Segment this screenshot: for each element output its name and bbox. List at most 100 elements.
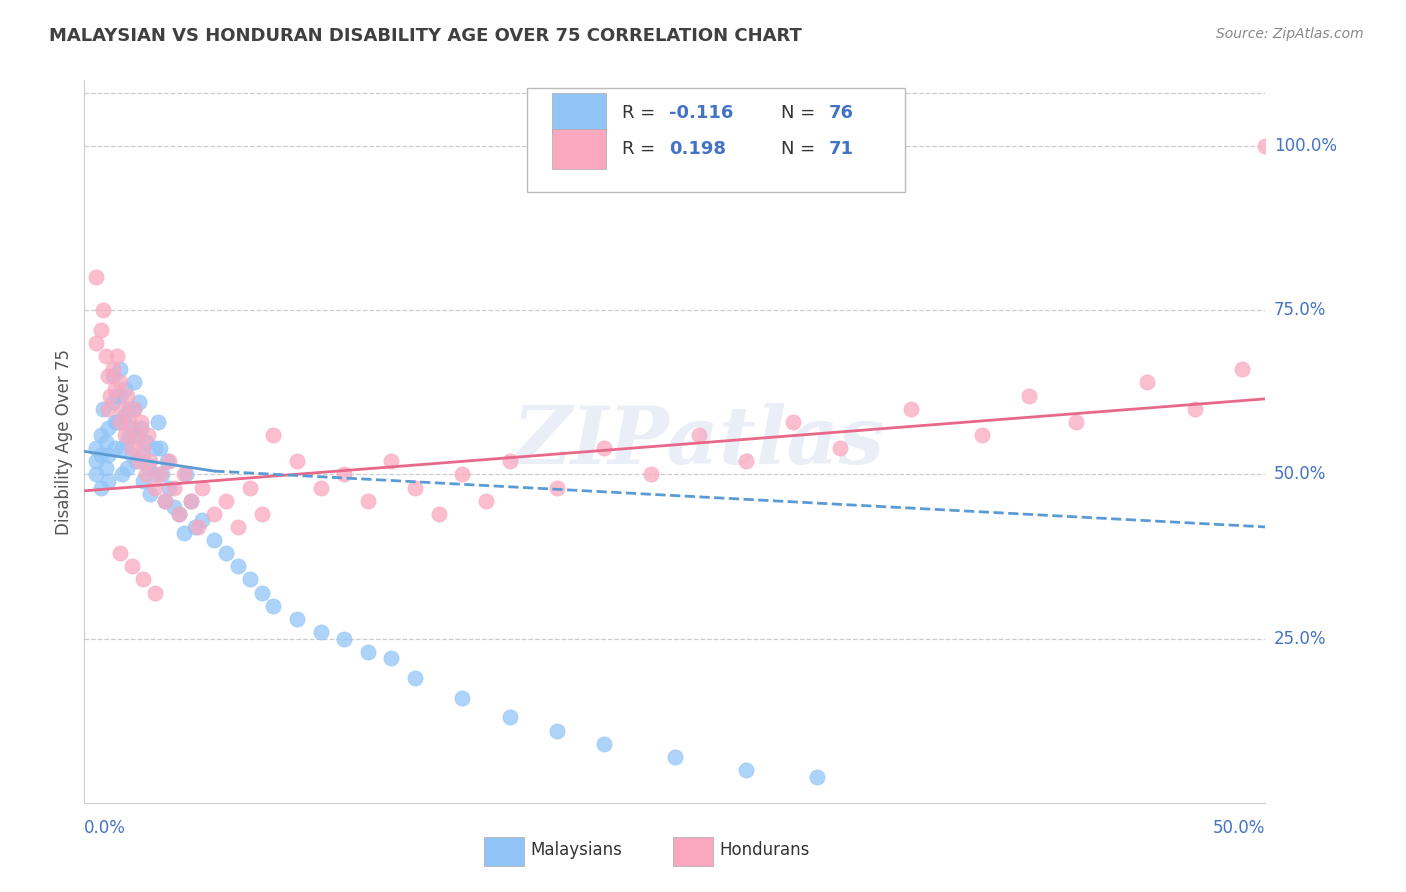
Point (97, 421, 120, 435)
Point (125, 454, 148, 468)
Point (90, 428, 112, 442)
Point (191, 513, 214, 527)
Point (226, 520, 249, 534)
Point (143, 441, 166, 455)
Point (180, 493, 202, 508)
Point (593, 441, 616, 455)
Point (91, 303, 114, 318)
Point (309, 625, 332, 640)
Point (108, 546, 131, 560)
Point (475, 493, 498, 508)
Point (90, 323, 112, 337)
Point (167, 507, 190, 521)
Point (143, 467, 166, 482)
Point (970, 428, 993, 442)
Text: 25.0%: 25.0% (1274, 630, 1326, 648)
Point (262, 428, 284, 442)
Point (128, 395, 150, 409)
Point (125, 428, 148, 442)
Point (94, 460, 117, 475)
Point (167, 507, 190, 521)
Point (108, 415, 131, 429)
Point (91, 401, 114, 416)
Point (118, 401, 141, 416)
Point (427, 507, 450, 521)
Point (136, 428, 159, 442)
Point (135, 434, 157, 449)
Point (121, 441, 143, 455)
Point (900, 401, 922, 416)
Point (640, 467, 662, 482)
Text: MALAYSIAN VS HONDURAN DISABILITY AGE OVER 75 CORRELATION CHART: MALAYSIAN VS HONDURAN DISABILITY AGE OVE… (49, 27, 801, 45)
FancyBboxPatch shape (553, 93, 606, 133)
Point (108, 376, 131, 390)
Point (1184, 401, 1206, 416)
Point (163, 500, 186, 515)
Point (114, 428, 136, 442)
Text: R =: R = (621, 140, 661, 158)
Point (1018, 388, 1040, 402)
Point (688, 428, 710, 442)
Point (107, 415, 129, 429)
Point (734, 763, 756, 777)
Point (98, 388, 121, 402)
Text: Hondurans: Hondurans (720, 841, 810, 859)
Point (734, 454, 756, 468)
Text: -0.116: -0.116 (669, 103, 734, 122)
Text: N =: N = (782, 103, 821, 122)
Point (285, 454, 308, 468)
Point (184, 520, 207, 534)
Point (115, 460, 138, 475)
Point (122, 401, 145, 416)
Point (108, 362, 131, 376)
Point (132, 474, 155, 488)
FancyBboxPatch shape (672, 838, 713, 865)
FancyBboxPatch shape (553, 128, 606, 169)
Point (215, 546, 238, 560)
Point (108, 388, 131, 402)
Point (451, 467, 474, 482)
Point (830, 441, 852, 455)
Point (104, 441, 127, 455)
Text: 76: 76 (828, 103, 853, 122)
Point (156, 454, 179, 468)
Point (380, 454, 402, 468)
Point (498, 454, 520, 468)
Point (239, 573, 262, 587)
Point (114, 382, 136, 396)
Point (121, 448, 143, 462)
Y-axis label: Disability Age Over 75: Disability Age Over 75 (55, 349, 73, 534)
Text: 0.198: 0.198 (669, 140, 725, 158)
Point (357, 645, 380, 659)
Point (404, 671, 426, 685)
Point (90, 481, 112, 495)
Point (1254, 139, 1277, 153)
Point (90, 448, 112, 462)
Text: 100.0%: 100.0% (1274, 137, 1337, 155)
Point (250, 507, 273, 521)
Point (121, 559, 143, 574)
Point (806, 770, 828, 784)
Point (132, 448, 155, 462)
Point (149, 441, 172, 455)
Point (250, 585, 273, 599)
Point (111, 467, 134, 482)
Point (101, 368, 124, 383)
Point (173, 467, 195, 482)
Point (97, 448, 120, 462)
Point (101, 395, 124, 409)
Point (125, 428, 148, 442)
Point (163, 481, 186, 495)
Point (174, 467, 197, 482)
Point (157, 454, 180, 468)
Point (191, 481, 214, 495)
FancyBboxPatch shape (484, 838, 523, 865)
Point (664, 749, 686, 764)
Point (380, 651, 402, 665)
Text: Malaysians: Malaysians (531, 841, 623, 859)
Point (84, 336, 107, 351)
Point (1230, 362, 1253, 376)
Text: 75.0%: 75.0% (1274, 301, 1326, 319)
Point (84, 467, 107, 482)
Text: Source: ZipAtlas.com: Source: ZipAtlas.com (1216, 27, 1364, 41)
